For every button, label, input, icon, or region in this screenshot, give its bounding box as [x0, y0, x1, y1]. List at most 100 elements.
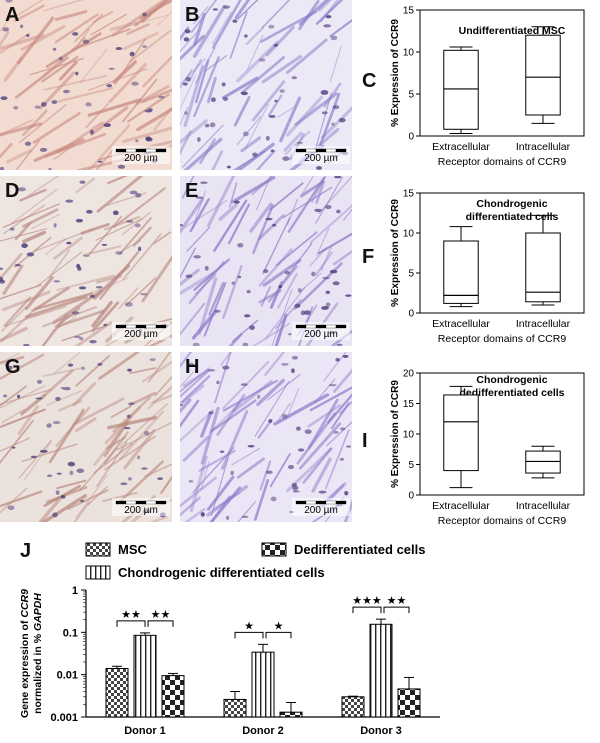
- cell-fiber: [90, 13, 127, 36]
- cell-fiber: [24, 276, 54, 311]
- cell-nucleus: [135, 139, 139, 143]
- cell-nucleus: [263, 269, 269, 274]
- cell-fiber: [180, 371, 195, 388]
- cell-nucleus: [117, 164, 126, 169]
- cell-nucleus: [0, 166, 5, 170]
- legend-swatch: [85, 565, 111, 580]
- cell-nucleus: [257, 394, 261, 399]
- cell-fiber: [192, 447, 235, 494]
- cell-fiber: [256, 378, 285, 407]
- cell-fiber: [210, 399, 257, 433]
- cell-fiber: [14, 222, 32, 241]
- cell-nucleus: [297, 287, 302, 293]
- cell-nucleus: [197, 137, 201, 142]
- cell-nucleus: [11, 446, 16, 449]
- cell-nucleus: [108, 67, 115, 70]
- cell-fiber: [93, 442, 133, 474]
- significance-bracket: [147, 620, 174, 627]
- cell-fiber: [0, 142, 13, 159]
- cell-fiber: [1, 306, 27, 332]
- cell-nucleus: [333, 431, 339, 434]
- micrograph-g: 200 µm: [0, 352, 172, 522]
- cell-nucleus: [209, 122, 216, 128]
- cell-fiber: [41, 55, 79, 83]
- y-tick-label: 10: [403, 229, 415, 240]
- cell-nucleus: [79, 336, 84, 341]
- cell-nucleus: [101, 243, 108, 246]
- micrograph-texture: 200 µm: [0, 352, 172, 522]
- cell-nucleus: [281, 413, 288, 419]
- cell-fiber: [54, 352, 82, 374]
- cell-fiber: [203, 281, 227, 337]
- cell-fiber: [277, 272, 298, 309]
- cell-fiber: [148, 515, 168, 522]
- cell-nucleus: [115, 251, 123, 255]
- cell-fiber: [332, 368, 352, 393]
- cell-nucleus: [336, 209, 341, 214]
- cell-fiber: [262, 258, 302, 287]
- x-axis-label: Receptor domains of CCR9: [438, 156, 567, 168]
- cell-nucleus: [97, 160, 103, 163]
- legend-swatch: [261, 542, 287, 557]
- cell-fiber: [42, 367, 82, 378]
- cell-fiber: [218, 203, 238, 221]
- cell-fiber: [22, 109, 48, 137]
- cell-fiber: [0, 437, 30, 452]
- panel-label-d: D: [5, 180, 20, 202]
- cell-nucleus: [291, 368, 295, 374]
- cell-fiber: [273, 393, 330, 426]
- cell-fiber: [57, 309, 105, 328]
- cell-nucleus: [287, 464, 295, 470]
- cell-fiber: [123, 429, 156, 470]
- y-tick-label: 10: [403, 48, 415, 59]
- cell-fiber: [46, 390, 83, 406]
- cell-nucleus: [281, 363, 289, 366]
- cell-fiber: [0, 252, 23, 281]
- cell-nucleus: [332, 281, 340, 286]
- cell-nucleus: [0, 267, 4, 270]
- cell-nucleus: [89, 129, 94, 135]
- cell-nucleus: [35, 397, 43, 400]
- cell-nucleus: [180, 224, 183, 227]
- micrograph-a: 200 µm: [0, 0, 172, 170]
- cell-fiber: [180, 29, 200, 53]
- cell-fiber: [72, 382, 97, 407]
- cell-nucleus: [273, 43, 279, 47]
- cell-fiber: [309, 386, 352, 412]
- cell-nucleus: [222, 5, 231, 9]
- significance-bracket: [383, 606, 410, 614]
- y-tick-label: 15: [403, 399, 415, 410]
- cell-nucleus: [56, 472, 62, 475]
- micrograph-texture: 200 µm: [180, 352, 352, 522]
- cell-fiber: [315, 92, 332, 148]
- y-label-gene: CCR9: [19, 589, 31, 618]
- cell-fiber: [75, 474, 108, 519]
- cell-nucleus: [95, 285, 103, 289]
- micrograph-e: 200 µm: [180, 176, 352, 346]
- cell-fiber: [122, 233, 162, 281]
- cell-fiber: [188, 58, 203, 82]
- cell-fiber: [19, 188, 47, 202]
- cell-nucleus: [185, 76, 191, 82]
- cell-nucleus: [339, 457, 344, 461]
- cell-nucleus: [297, 448, 305, 452]
- y-tick-label: 0.1: [63, 627, 78, 639]
- cell-fiber: [231, 176, 276, 204]
- cell-fiber: [45, 238, 67, 255]
- cell-nucleus: [342, 354, 349, 358]
- cell-fiber: [80, 223, 110, 235]
- cell-nucleus: [115, 47, 123, 51]
- cell-nucleus: [321, 306, 329, 310]
- cell-fiber: [301, 176, 314, 195]
- bar-bigchecker: [161, 675, 185, 718]
- cell-nucleus: [338, 117, 346, 123]
- cell-nucleus: [48, 167, 52, 170]
- cell-fiber: [316, 228, 330, 256]
- cell-fiber: [147, 352, 172, 383]
- cell-nucleus: [141, 467, 148, 470]
- y-label-text: normalized in %: [32, 631, 44, 714]
- cell-fiber: [254, 380, 290, 437]
- cell-nucleus: [128, 477, 132, 481]
- cell-nucleus: [284, 270, 291, 275]
- cell-fiber: [206, 475, 235, 511]
